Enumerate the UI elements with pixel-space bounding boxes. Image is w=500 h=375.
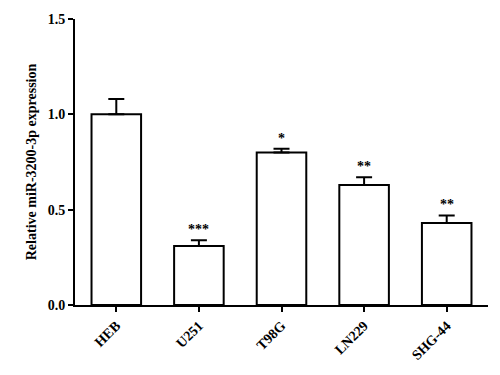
svg-text:U251: U251 [173, 318, 206, 351]
svg-text:LN229: LN229 [332, 318, 371, 357]
svg-text:T98G: T98G [254, 318, 289, 353]
svg-text:HEB: HEB [92, 318, 124, 350]
svg-text:**: ** [357, 159, 371, 174]
svg-text:**: ** [440, 197, 454, 212]
svg-text:***: *** [188, 222, 209, 237]
svg-text:0.5: 0.5 [48, 203, 66, 218]
svg-text:0.0: 0.0 [48, 298, 66, 313]
svg-text:*: * [278, 131, 285, 146]
svg-text:1.0: 1.0 [48, 107, 66, 122]
svg-text:SHG-44: SHG-44 [409, 318, 454, 363]
svg-text:Relative miR-3200-3p expressio: Relative miR-3200-3p expression [24, 64, 39, 261]
svg-text:1.5: 1.5 [48, 12, 66, 27]
